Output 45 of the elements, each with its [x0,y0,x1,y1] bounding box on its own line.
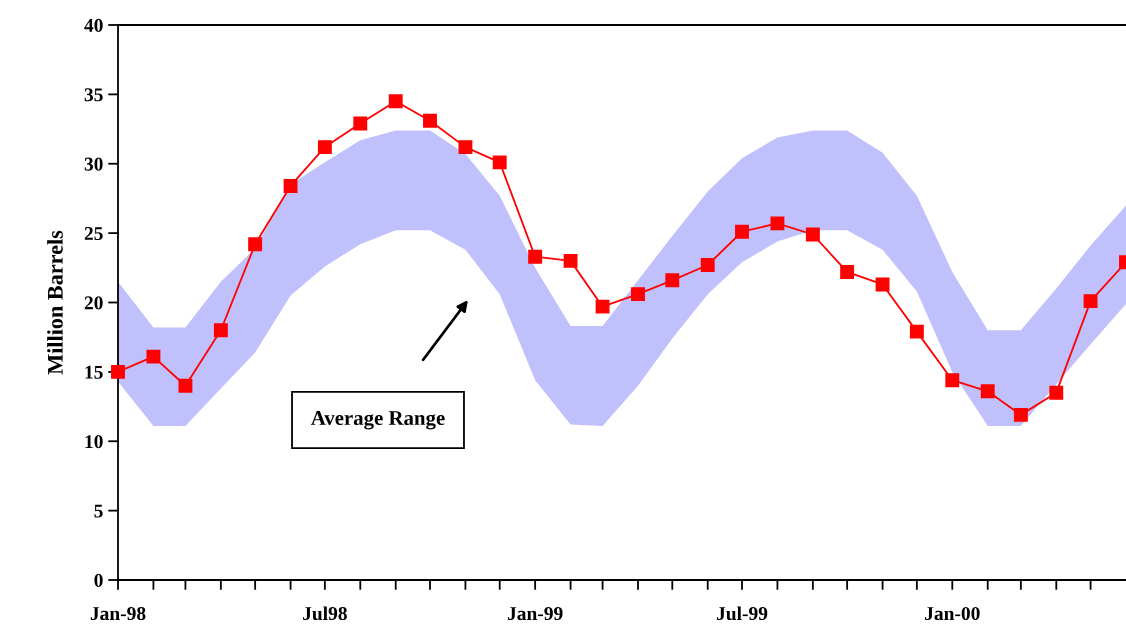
y-tick-label: 20 [84,296,103,310]
point [423,113,437,128]
point [528,249,543,264]
point [875,277,890,292]
point [595,299,610,314]
point [388,94,403,109]
y-axis-title: Million Barrels [47,230,63,375]
y-tick-label: 35 [84,88,103,102]
point [700,258,715,272]
point [735,224,749,239]
x-tick-label: Jul-99 [716,606,768,621]
y-tick-label: 30 [84,157,103,171]
point [317,140,332,155]
point [1083,294,1098,309]
y-tick-label: 15 [85,365,103,379]
x-tick-label: Jan-99 [507,607,563,621]
point [111,364,125,379]
y-tick-label: 25 [84,227,103,241]
annotation: Average Range [310,411,445,430]
point [1049,385,1064,400]
x-tick-label: Jul98 [303,606,347,621]
point [909,324,924,339]
point [980,384,995,399]
point [840,265,855,279]
point [213,323,228,338]
point [146,349,161,364]
y-tick-label: 40 [84,18,103,32]
y-tick-label: 5 [94,504,103,518]
x-tick-label: Jan-00 [925,606,980,621]
point [945,373,960,388]
point [631,287,645,302]
y-tick-label: 0 [94,573,103,587]
point [353,116,368,131]
point [563,253,578,268]
point [770,216,785,231]
point [458,140,473,155]
point [1013,407,1028,422]
x-tick-label: Jan-98 [90,606,146,621]
point [492,155,507,170]
point [665,273,680,288]
point [248,237,263,252]
point [283,179,298,193]
point [178,378,193,393]
y-tick-label: 10 [85,435,103,449]
point [805,227,820,242]
